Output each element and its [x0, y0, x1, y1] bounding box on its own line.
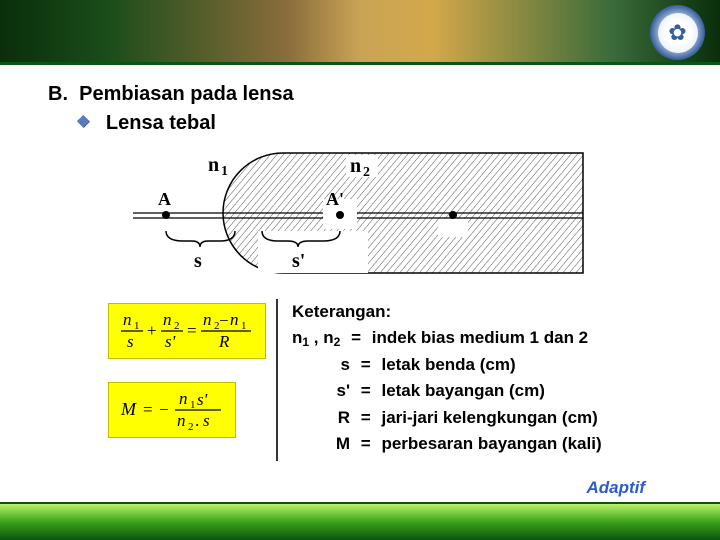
legend-sym: s'	[292, 378, 350, 404]
formula-refraction: n 1 s + n 2 s' = n 2 − n 1 R	[108, 303, 266, 359]
legend-column: Keterangan: n1 , n2 = indek bias medium …	[278, 299, 602, 461]
svg-text:R: R	[218, 332, 230, 351]
legend-eq: =	[355, 431, 377, 457]
svg-text:1: 1	[134, 320, 140, 332]
logo-icon: ✿	[658, 13, 698, 53]
legend-sym: M	[292, 431, 350, 457]
legend-sym: R	[292, 405, 350, 431]
legend-sym: n1 , n2	[292, 328, 340, 347]
legend-eq: =	[345, 325, 367, 351]
legend-def: letak bayangan (cm)	[381, 381, 544, 400]
section-text: Pembiasan pada lensa	[79, 83, 294, 105]
section-prefix: B.	[48, 83, 68, 105]
svg-text:s': s'	[197, 390, 208, 409]
footer-brand: Adaptif	[586, 478, 645, 498]
legend-row-n: n1 , n2 = indek bias medium 1 dan 2	[292, 325, 602, 352]
slide-content: B. Pembiasan pada lensa ❖ Lensa tebal A …	[0, 65, 720, 461]
footer-banner	[0, 502, 720, 540]
svg-text:=: =	[187, 321, 197, 340]
svg-text:A: A	[158, 189, 171, 209]
svg-text:1: 1	[190, 399, 196, 411]
svg-text:−: −	[159, 400, 169, 419]
formula-column: n 1 s + n 2 s' = n 2 − n 1 R	[108, 299, 278, 461]
subsection-text: Lensa tebal	[106, 112, 216, 134]
legend-row-s: s = letak benda (cm)	[292, 352, 602, 378]
legend-row-sprime: s' = letak bayangan (cm)	[292, 378, 602, 404]
svg-text:n: n	[230, 310, 239, 329]
legend-def: indek bias medium 1 dan 2	[372, 328, 588, 347]
lens-diagram: A A' n 1 n 2 s s'	[128, 145, 680, 285]
legend-eq: =	[355, 378, 377, 404]
legend-eq: =	[355, 405, 377, 431]
legend-eq: =	[355, 352, 377, 378]
svg-text:s: s	[194, 250, 202, 272]
header-banner: ✿	[0, 0, 720, 65]
svg-text:+: +	[147, 321, 157, 340]
svg-text:n: n	[163, 310, 172, 329]
svg-text:M: M	[120, 399, 137, 419]
svg-text:n: n	[179, 389, 188, 408]
subsection-title: ❖ Lensa tebal	[76, 112, 680, 135]
svg-text:n: n	[350, 155, 361, 177]
legend-sym: s	[292, 352, 350, 378]
svg-text:A': A'	[326, 189, 344, 209]
svg-text:2: 2	[363, 165, 370, 180]
svg-text:.: .	[195, 411, 199, 430]
formula-magnification: M = − n 1 s' n 2 . s	[108, 382, 236, 438]
svg-text:s': s'	[292, 250, 305, 272]
section-title: B. Pembiasan pada lensa	[48, 83, 680, 106]
svg-text:s': s'	[165, 332, 176, 351]
legend-def: perbesaran bayangan (kali)	[381, 434, 601, 453]
svg-text:s: s	[203, 411, 210, 430]
legend-row-m: M = perbesaran bayangan (kali)	[292, 431, 602, 457]
svg-text:n: n	[123, 310, 132, 329]
svg-text:n: n	[208, 154, 219, 176]
lower-row: n 1 s + n 2 s' = n 2 − n 1 R	[108, 299, 680, 461]
logo-badge: ✿	[650, 5, 705, 60]
legend-def: jari-jari kelengkungan (cm)	[381, 408, 597, 427]
svg-text:2: 2	[188, 421, 194, 431]
svg-text:2: 2	[174, 320, 180, 332]
legend-def: letak benda (cm)	[381, 355, 515, 374]
svg-text:n: n	[177, 411, 186, 430]
svg-text:s: s	[127, 332, 134, 351]
svg-text:=: =	[143, 400, 153, 419]
svg-text:1: 1	[221, 164, 228, 179]
svg-text:−: −	[219, 311, 229, 330]
svg-text:n: n	[203, 310, 212, 329]
diamond-bullet-icon: ❖	[76, 112, 90, 132]
svg-text:1: 1	[241, 320, 247, 332]
legend-title: Keterangan:	[292, 299, 602, 325]
legend-row-r: R = jari-jari kelengkungan (cm)	[292, 405, 602, 431]
